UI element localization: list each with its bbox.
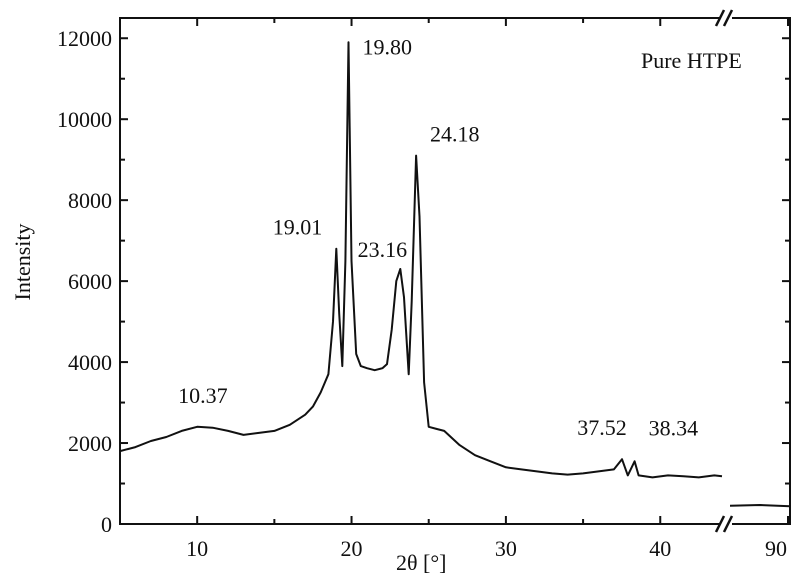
plot-frame bbox=[119, 17, 791, 525]
y-tick-label: 6000 bbox=[68, 269, 112, 294]
series-layer bbox=[119, 41, 791, 508]
x-tick-label: 30 bbox=[495, 536, 517, 561]
y-tick-label: 4000 bbox=[68, 350, 112, 375]
axis-break-layer bbox=[714, 9, 734, 533]
x-tick-label: 90 bbox=[765, 536, 787, 561]
peak-label: 24.18 bbox=[430, 122, 480, 147]
x-axis-ticks: 10 20 30 40 90 bbox=[186, 18, 789, 561]
peak-label-layer: 10.37 19.01 19.80 23.16 24.18 37.52 38.34 bbox=[178, 34, 698, 440]
y-axis-title: Intensity bbox=[10, 224, 35, 301]
x-tick-label: 10 bbox=[186, 536, 208, 561]
y-axis-ticks: 0 2000 4000 6000 8000 10000 12000 bbox=[57, 26, 790, 537]
series-line-after-break bbox=[729, 503, 791, 508]
y-tick-label: 12000 bbox=[57, 26, 112, 51]
legend-label: Pure HTPE bbox=[641, 48, 742, 73]
peak-label: 10.37 bbox=[178, 383, 228, 408]
x-tick-label: 20 bbox=[341, 536, 363, 561]
break-slash bbox=[722, 9, 734, 27]
break-slash bbox=[714, 9, 726, 27]
y-tick-label: 0 bbox=[101, 512, 112, 537]
x-axis-title: 2θ [°] bbox=[396, 550, 447, 573]
plot-border bbox=[119, 17, 791, 525]
peak-label: 37.52 bbox=[577, 415, 627, 440]
y-tick-label: 2000 bbox=[68, 431, 112, 456]
y-tick-label: 8000 bbox=[68, 188, 112, 213]
break-slash bbox=[714, 515, 726, 533]
peak-label: 19.01 bbox=[273, 215, 323, 240]
series-line bbox=[119, 41, 723, 479]
y-tick-label: 10000 bbox=[57, 107, 112, 132]
peak-label: 19.80 bbox=[362, 34, 412, 59]
break-slash bbox=[722, 515, 734, 533]
peak-label: 23.16 bbox=[358, 237, 408, 262]
peak-label: 38.34 bbox=[649, 415, 699, 440]
x-tick-label: 40 bbox=[649, 536, 671, 561]
